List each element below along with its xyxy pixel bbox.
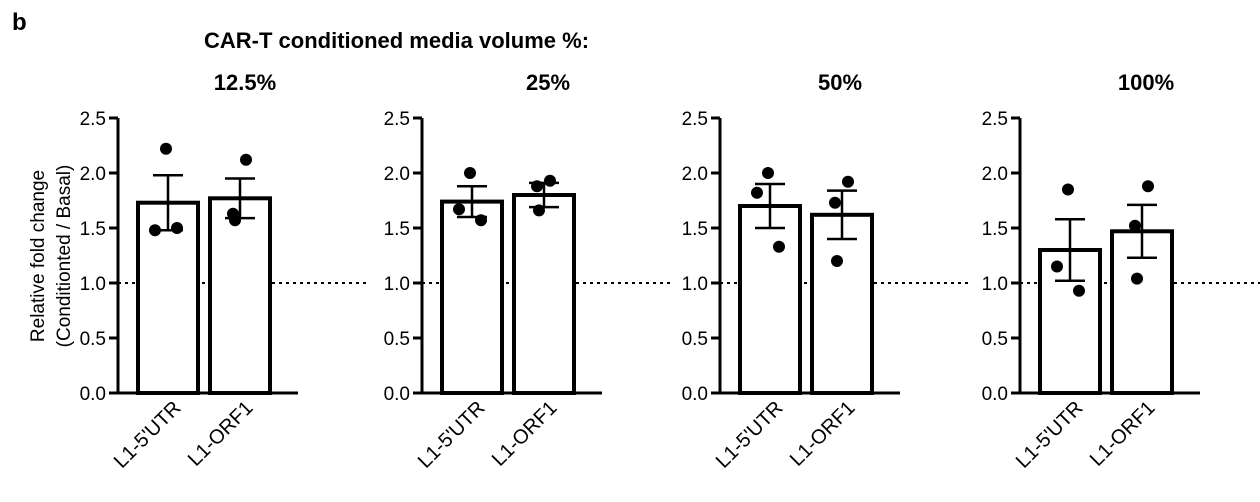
- y-tick-label: 0.0: [982, 384, 1008, 405]
- panel-title: 100%: [1118, 70, 1174, 95]
- y-tick-label: 2.5: [682, 109, 708, 130]
- bar: [512, 193, 576, 395]
- data-point: [842, 175, 854, 188]
- data-point: [464, 167, 476, 179]
- y-tick-label: 1.5: [80, 219, 106, 240]
- bar: [738, 204, 802, 395]
- data-point: [751, 186, 763, 199]
- y-tick-label: 2.5: [80, 109, 106, 130]
- y-tick-label: 1.0: [80, 274, 106, 295]
- data-point: [1073, 284, 1085, 297]
- panel-title: 50%: [818, 70, 862, 95]
- y-axis-label-line2: (Conditionted / Basal): [54, 165, 75, 348]
- data-point: [1142, 180, 1154, 193]
- y-tick-label: 1.5: [682, 219, 708, 240]
- y-tick-label: 1.5: [384, 219, 410, 240]
- data-point: [1129, 219, 1141, 232]
- y-tick-label: 1.5: [982, 219, 1008, 240]
- data-point: [829, 196, 841, 209]
- y-tick-label: 2.5: [982, 109, 1008, 130]
- y-tick-label: 0.0: [682, 384, 708, 405]
- y-axis-label-line1: Relative fold change: [28, 170, 49, 342]
- y-tick-label: 0.0: [80, 384, 106, 405]
- bar: [136, 200, 200, 395]
- x-tick-label: L1-5'UTR: [414, 397, 490, 473]
- y-tick-label: 0.5: [80, 329, 106, 350]
- data-point: [240, 153, 252, 166]
- data-point: [453, 203, 465, 216]
- super-title: CAR-T conditioned media volume %:: [204, 28, 589, 53]
- panel-title: 12.5%: [214, 70, 276, 95]
- y-tick-label: 2.5: [384, 109, 410, 130]
- y-tick-label: 1.0: [982, 274, 1008, 295]
- data-point: [149, 224, 161, 237]
- x-tick-label: L1-5'UTR: [110, 397, 186, 473]
- data-point: [831, 255, 843, 267]
- data-point: [531, 180, 543, 193]
- panel-letter: b: [12, 9, 27, 36]
- data-point: [160, 142, 172, 155]
- data-point: [229, 214, 241, 227]
- data-point: [773, 240, 785, 253]
- y-tick-label: 0.0: [384, 384, 410, 405]
- data-point: [544, 174, 556, 187]
- data-point: [762, 167, 774, 179]
- y-tick-label: 2.0: [682, 164, 708, 185]
- data-point: [475, 214, 487, 227]
- panel-title: 25%: [526, 70, 570, 95]
- data-point: [1131, 272, 1143, 285]
- bar: [810, 212, 874, 395]
- data-point: [171, 222, 183, 234]
- bar: [208, 196, 272, 395]
- y-tick-label: 1.0: [682, 274, 708, 295]
- data-point: [1051, 260, 1063, 273]
- x-tick-label: L1-5'UTR: [1012, 397, 1088, 473]
- chart-panels: 12.5%0.00.51.01.52.02.5L1-5'UTRL1-ORF125…: [80, 70, 1260, 473]
- y-tick-label: 0.5: [982, 329, 1008, 350]
- data-point: [1062, 183, 1074, 196]
- y-tick-label: 2.0: [982, 164, 1008, 185]
- y-tick-label: 0.5: [384, 329, 410, 350]
- y-tick-label: 0.5: [682, 329, 708, 350]
- x-tick-label: L1-ORF1: [1086, 397, 1160, 471]
- y-tick-label: 2.0: [384, 164, 410, 185]
- x-tick-label: L1-ORF1: [184, 397, 258, 471]
- bar: [440, 199, 504, 395]
- x-tick-label: L1-ORF1: [488, 397, 562, 471]
- data-point: [533, 204, 545, 217]
- y-tick-label: 1.0: [384, 274, 410, 295]
- x-tick-label: L1-5'UTR: [712, 397, 788, 473]
- x-tick-label: L1-ORF1: [786, 397, 860, 471]
- y-tick-label: 2.0: [80, 164, 106, 185]
